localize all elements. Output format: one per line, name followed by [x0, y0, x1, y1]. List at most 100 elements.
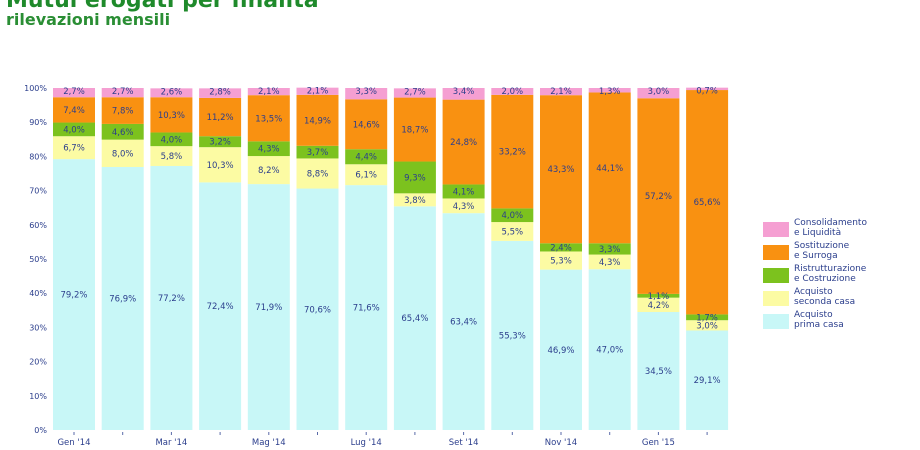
y-tick-label: 20% [29, 358, 47, 367]
bar-segment [345, 99, 388, 150]
bar-segment [101, 139, 144, 168]
bar-segment [588, 269, 631, 430]
legend-label-ristrutturazione: Ristrutturazione e Costruzione [794, 264, 867, 284]
bar-segment [540, 243, 582, 252]
legend-label-prima-casa: Acquisto prima casa [794, 310, 844, 330]
data-label: 71,6% [353, 304, 380, 314]
data-label: 33,2% [499, 148, 526, 158]
data-label: 2,1% [307, 87, 329, 97]
legend-item-ristrutturazione: Ristrutturazione e Costruzione [763, 264, 903, 286]
data-label: 76,9% [109, 295, 136, 305]
data-label: 65,4% [401, 314, 428, 324]
bar-segment [637, 297, 680, 313]
data-label: 24,8% [450, 138, 477, 148]
x-tick-label: Gen '15 [642, 438, 675, 448]
data-label: 5,5% [501, 227, 523, 237]
data-label: 3,0% [648, 87, 670, 97]
data-label: 10,3% [158, 111, 185, 121]
data-label: 3,0% [696, 321, 718, 331]
bar-segment [491, 94, 534, 209]
bar-segment [247, 141, 290, 157]
data-label: 1,3% [599, 87, 621, 97]
data-label: 11,2% [207, 113, 234, 123]
data-label: 4,6% [112, 128, 134, 138]
bar-segment [393, 88, 436, 98]
data-label: 8,0% [112, 149, 134, 159]
data-label: 4,3% [453, 202, 475, 212]
legend: Consolidamento e Liquidità Sostituzione … [763, 218, 903, 334]
bar-segment [345, 149, 388, 165]
data-label: 1,7% [696, 313, 718, 323]
y-tick-label: 80% [29, 152, 47, 161]
bar-segment [199, 147, 242, 183]
bar-segment [588, 243, 631, 255]
data-label: 7,8% [112, 107, 134, 117]
data-label: 44,1% [596, 164, 623, 174]
data-label: 2,0% [501, 87, 523, 97]
bar-segment [296, 158, 339, 189]
data-label: 57,2% [645, 192, 672, 202]
data-label: 4,2% [648, 301, 670, 311]
bar-segment [150, 88, 193, 98]
bar-segment [393, 97, 436, 162]
bar-segment [686, 330, 729, 430]
bar-segment [491, 208, 534, 223]
data-label: 13,5% [255, 114, 282, 124]
bar-segment [247, 95, 290, 142]
data-label: 79,2% [60, 291, 87, 301]
bar-segment [150, 146, 193, 166]
y-tick-label: 70% [29, 187, 47, 196]
bar-segment [686, 87, 729, 91]
data-label: 2,8% [209, 87, 231, 97]
legend-swatch-prima-casa [763, 314, 789, 329]
data-label: 4,3% [258, 145, 280, 155]
data-label: 4,0% [63, 125, 85, 135]
bar-segment [540, 95, 582, 244]
legend-label-seconda-casa: Acquisto seconda casa [794, 287, 856, 307]
legend-swatch-seconda-casa [763, 291, 789, 306]
bar-segment [588, 88, 631, 93]
bar-segment [442, 99, 485, 185]
bar-segment [101, 88, 144, 98]
bar-segment [637, 293, 680, 298]
data-label: 4,3% [599, 258, 621, 268]
data-label: 1,1% [648, 292, 670, 302]
bar-segment [637, 312, 680, 430]
data-label: 2,6% [161, 87, 183, 97]
bar-segment [491, 222, 534, 241]
data-label: 4,0% [161, 135, 183, 145]
data-label: 8,2% [258, 166, 280, 176]
bar-segment [393, 206, 436, 430]
data-label: 14,6% [353, 120, 380, 130]
y-tick-label: 40% [29, 289, 47, 298]
bar-segment [150, 97, 193, 133]
bar-segment [637, 98, 680, 294]
data-label: 72,4% [207, 302, 234, 312]
data-label: 43,3% [547, 165, 574, 175]
bar-segment [101, 97, 144, 124]
data-label: 3,2% [209, 138, 231, 148]
bar-segment [53, 88, 95, 98]
y-tick-label: 0% [34, 426, 47, 435]
data-label: 2,7% [63, 87, 85, 97]
data-label: 55,3% [499, 331, 526, 341]
bar-segment [686, 90, 729, 315]
data-label: 10,3% [207, 161, 234, 171]
data-label: 6,1% [355, 171, 377, 181]
x-tick-label: Mag '14 [252, 438, 286, 448]
bar-segment [53, 122, 95, 137]
data-label: 2,7% [112, 87, 134, 97]
data-label: 46,9% [547, 346, 574, 356]
bar-segment [247, 156, 290, 185]
bar-segment [296, 87, 339, 95]
bar-segment [296, 188, 339, 430]
legend-item-prima-casa: Acquisto prima casa [763, 310, 903, 332]
legend-item-seconda-casa: Acquisto seconda casa [763, 287, 903, 309]
legend-swatch-sostituzione [763, 245, 789, 260]
legend-label-consolidamento: Consolidamento e Liquidità [794, 218, 867, 238]
y-tick-label: 30% [29, 323, 47, 332]
legend-swatch-ristrutturazione [763, 268, 789, 283]
x-tick-label: Mar '14 [155, 438, 187, 448]
data-label: 3,4% [453, 87, 475, 97]
bar-segment [247, 88, 290, 96]
